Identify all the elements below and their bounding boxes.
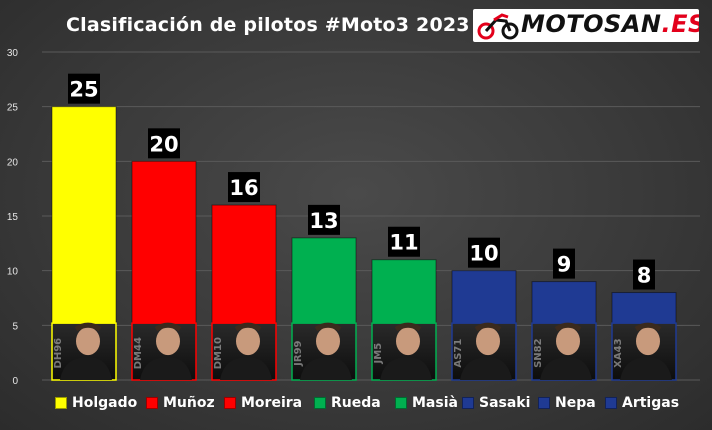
legend-label: Sasaki xyxy=(479,395,531,411)
data-label: 20 xyxy=(149,132,178,156)
legend-item-muñoz: Muñoz xyxy=(146,395,215,411)
data-label: 25 xyxy=(69,78,98,102)
legend-label: Muñoz xyxy=(163,395,215,411)
rider-face-icon xyxy=(156,327,180,356)
rider-number: DM44 xyxy=(133,337,144,369)
data-label: 10 xyxy=(469,242,498,266)
rider-hair-icon xyxy=(154,322,182,332)
data-label: 13 xyxy=(309,209,338,233)
rider-hair-icon xyxy=(474,322,502,332)
y-axis-ticks: 0 5 10 15 20 25 30 xyxy=(7,48,19,387)
bar-nepa: SN82 xyxy=(531,281,597,381)
data-label-box xyxy=(308,204,340,235)
legend-item-holgado: Holgado xyxy=(55,395,137,411)
y-tick-label: 20 xyxy=(7,157,19,168)
rider-hair-icon xyxy=(394,322,422,332)
legend-item-sasaki: Sasaki xyxy=(462,395,530,411)
data-label: 8 xyxy=(637,264,652,288)
rider-hair-icon xyxy=(234,322,262,332)
legend-label: Nepa xyxy=(555,395,596,411)
legend-swatch xyxy=(538,397,550,409)
y-tick-label: 5 xyxy=(12,321,18,332)
rider-face-icon xyxy=(476,327,500,356)
legend-item-nepa: Nepa xyxy=(538,395,596,411)
data-label-box xyxy=(468,237,500,268)
legend-swatch xyxy=(314,397,326,409)
bar-muñoz: DM44 xyxy=(131,160,197,381)
bar-chart: 0 5 10 15 20 25 30 DH96 DM44 DM10 JR99 JM5 AS71 SN82… xyxy=(7,48,700,387)
data-labels: 25 20 16 13 11 10 9 8 xyxy=(68,73,655,290)
rider-number: XA43 xyxy=(613,338,624,367)
y-tick-label: 25 xyxy=(7,103,19,114)
rider-number: DM10 xyxy=(213,337,224,369)
motorcycle-icon xyxy=(477,13,519,40)
legend-item-rueda: Rueda xyxy=(314,395,381,411)
rider-suit-icon xyxy=(540,357,592,380)
bar-artigas: XA43 xyxy=(611,292,677,381)
rider-number: AS71 xyxy=(453,339,464,368)
rider-number: JR99 xyxy=(293,340,304,366)
rider-face-icon xyxy=(556,327,580,356)
y-tick-label: 15 xyxy=(7,212,19,223)
data-label-box xyxy=(553,248,575,279)
data-label-box xyxy=(388,226,420,257)
legend-item-artigas: Artigas xyxy=(605,395,679,411)
bar-sasaki: AS71 xyxy=(451,270,517,381)
rider-suit-icon xyxy=(60,357,112,380)
bar-rueda: JR99 xyxy=(291,237,357,381)
rider-face-icon xyxy=(316,327,340,356)
data-label-box xyxy=(228,172,260,203)
legend-label: Moreira xyxy=(241,395,303,411)
legend-swatch xyxy=(224,397,236,409)
motosan-logo: MOTOSAN.ES xyxy=(473,9,699,42)
legend-label: Masià xyxy=(412,395,458,411)
rider-suit-icon xyxy=(140,357,192,380)
legend-swatch xyxy=(146,397,158,409)
y-tick-label: 30 xyxy=(7,48,19,59)
bars: DH96 DM44 DM10 JR99 JM5 AS71 SN82 XA43 xyxy=(51,106,677,381)
legend-swatch xyxy=(462,397,474,409)
rider-suit-icon xyxy=(460,357,512,380)
bar-masià: JM5 xyxy=(371,259,437,381)
data-label: 16 xyxy=(229,176,258,200)
rider-hair-icon xyxy=(634,322,662,332)
logo-text: MOTOSAN.ES xyxy=(521,10,699,38)
rider-suit-icon xyxy=(620,357,672,380)
legend: Holgado Muñoz Moreira Rueda Masià Sasaki Nepa A… xyxy=(0,395,712,415)
legend-swatch xyxy=(55,397,67,409)
data-label: 9 xyxy=(557,253,572,277)
legend-swatch xyxy=(605,397,617,409)
legend-label: Artigas xyxy=(622,395,680,411)
legend-label: Holgado xyxy=(72,395,138,411)
chart-title: Clasificación de pilotos #Moto3 2023 xyxy=(66,14,470,36)
bar-moreira: DM10 xyxy=(211,204,277,381)
rider-number: JM5 xyxy=(373,343,384,365)
rider-suit-icon xyxy=(300,357,352,380)
legend-label: Rueda xyxy=(331,395,381,411)
rider-hair-icon xyxy=(314,322,342,332)
rider-face-icon xyxy=(236,327,260,356)
rider-suit-icon xyxy=(220,357,272,380)
rider-face-icon xyxy=(636,327,660,356)
legend-item-masià: Masià xyxy=(395,395,458,411)
rider-suit-icon xyxy=(380,357,432,380)
y-tick-label: 0 xyxy=(12,376,18,387)
y-tick-label: 10 xyxy=(7,267,19,278)
bar-holgado: DH96 xyxy=(51,106,117,381)
rider-hair-icon xyxy=(74,322,102,332)
data-label: 11 xyxy=(389,231,418,255)
rider-face-icon xyxy=(76,327,100,356)
legend-swatch xyxy=(395,397,407,409)
rider-number: SN82 xyxy=(533,338,544,368)
data-label-box xyxy=(633,259,655,290)
data-label-box xyxy=(68,73,100,104)
data-label-box xyxy=(148,128,180,159)
rider-number: DH96 xyxy=(53,338,64,369)
rider-face-icon xyxy=(396,327,420,356)
rider-hair-icon xyxy=(554,322,582,332)
legend-item-moreira: Moreira xyxy=(224,395,302,411)
